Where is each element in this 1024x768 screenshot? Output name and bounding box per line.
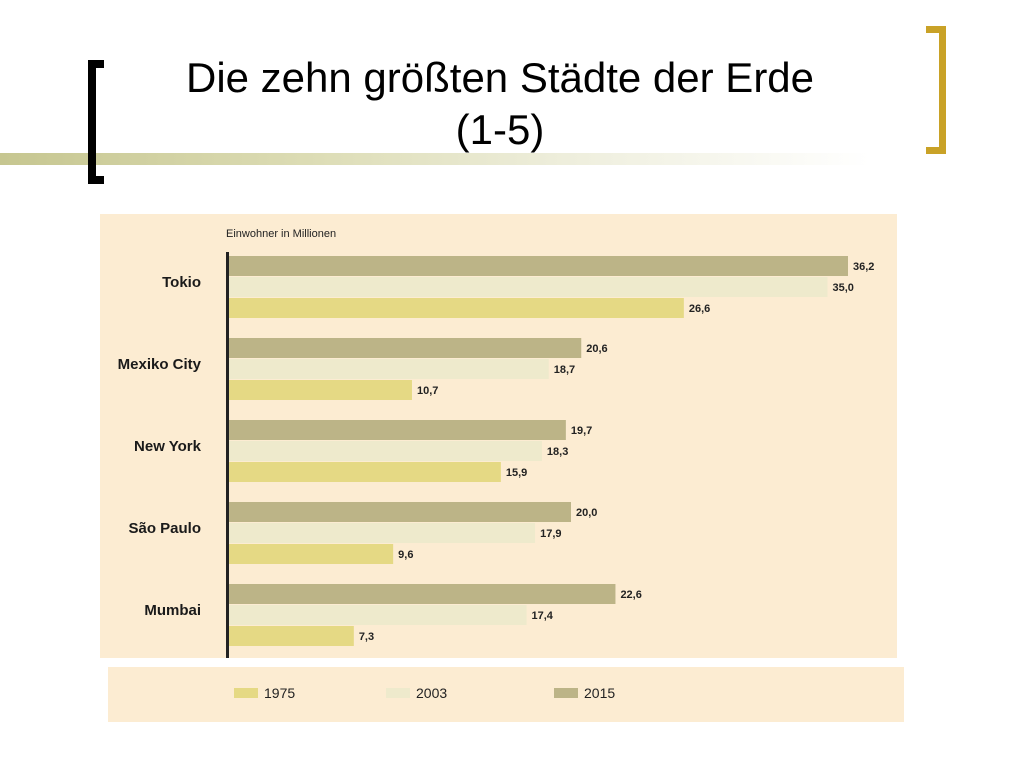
bars-group: Tokio 36,235,0 26,6 Mexiko City 20,6 18,7 10,7… [118,256,874,646]
bar-value-label: 18,3 [547,446,568,458]
chart-legend: 1975 2003 2015 [234,685,615,701]
bar-value-label: 10,7 [417,385,438,397]
slide-title-line2: (1-5) [455,106,545,153]
bar-2015 [229,584,616,604]
legend-swatch-2003 [386,688,410,698]
chart-panel: Einwohner in Millionen Tokio 36,2 35,0 26,6… [100,214,897,658]
chart-unit-label: Einwohner in Millionen [226,228,336,240]
bar-value-label: 18,7 [554,364,575,376]
bar-1975 [229,298,684,318]
bar-value-label: 22,6 [620,589,641,601]
bar-2003 [229,277,828,297]
title-accent-line [0,153,870,165]
legend-label-1975: 1975 [264,685,295,701]
bar-2003 [229,523,536,543]
category-label: Mumbai [144,602,201,619]
bar-value-label: 7,3 [359,631,374,643]
bar-1975 [229,626,354,646]
legend-swatch-2015 [554,688,578,698]
legend-panel: 1975 2003 2015 [108,667,904,722]
bar-value-label: 36,2 [853,261,874,273]
bar-value-label: 9,6 [398,549,413,561]
slide-title: Die zehn größten Städte der Erde (1-5) [100,52,900,156]
right-bracket-decoration [926,26,946,154]
bar-value-label: 17,9 [540,528,561,540]
category-label: Mexiko City [118,356,202,373]
bar-1975 [229,380,412,400]
bar-value-label: 26,6 [689,303,710,315]
bar-2015 [229,338,582,358]
bar-2003 [229,605,527,625]
slide-title-line1: Die zehn größten Städte der Erde [185,54,815,101]
legend-swatch-1975 [234,688,258,698]
bar-value-label: 35,0 [832,282,853,294]
bar-value-label: 15,9 [506,467,527,479]
bar-value-label: 20,0 [576,507,597,519]
bar-2015 [229,420,566,440]
bar-2015 [229,502,571,522]
bar-value-label: 19,7 [571,425,592,437]
legend-label-2015: 2015 [584,685,615,701]
category-label: New York [134,438,202,455]
category-label: São Paulo [128,520,201,537]
category-label: Tokio [162,274,201,291]
bar-value-label: 20,6 [586,343,607,355]
bar-chart: Einwohner in Millionen Tokio 36,235,0 26,6… [118,228,874,658]
bar-1975 [229,462,501,482]
left-bracket-decoration [88,60,104,184]
bar-value-label: 17,4 [532,610,554,622]
bar-2003 [229,359,549,379]
bar-2015 [229,256,848,276]
bar-1975 [229,544,394,564]
bar-2003 [229,441,542,461]
legend-label-2003: 2003 [416,685,447,701]
